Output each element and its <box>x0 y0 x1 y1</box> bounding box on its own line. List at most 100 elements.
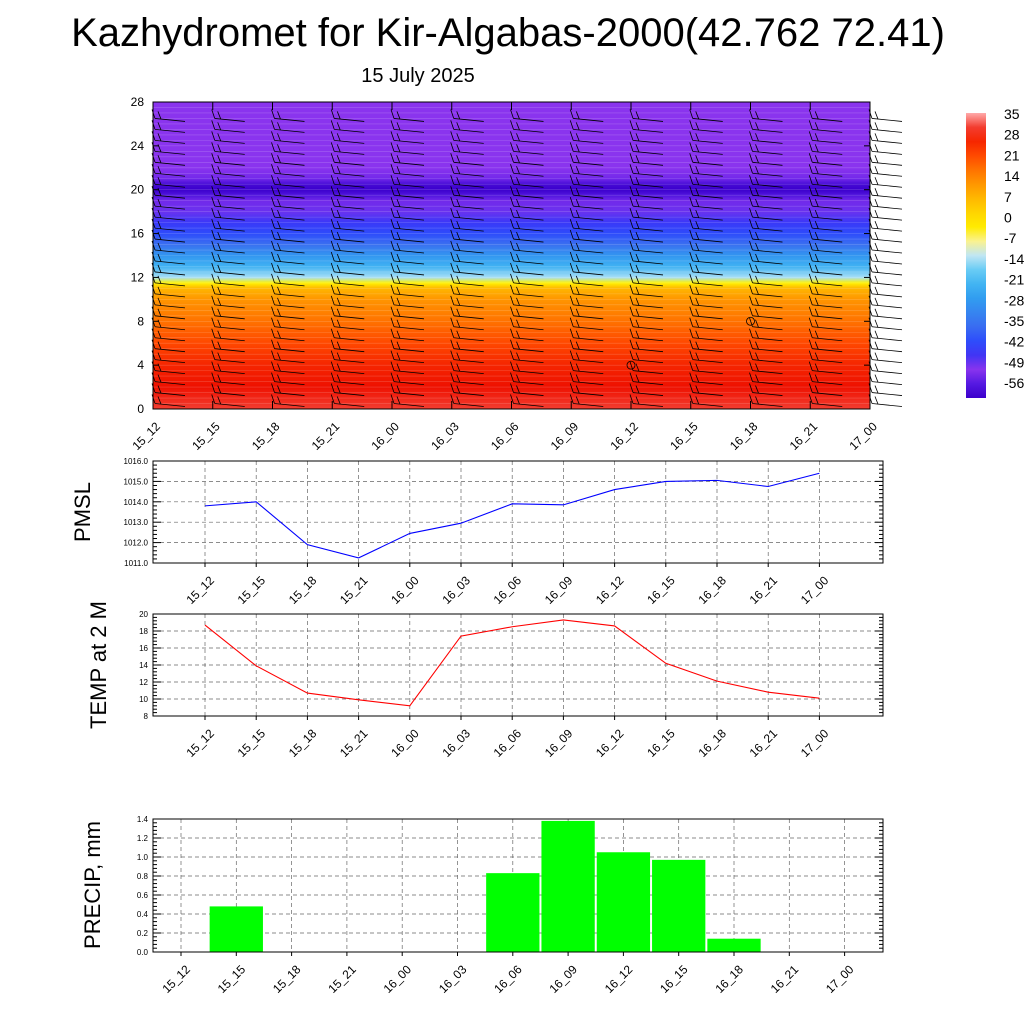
colorbar-label: 35 <box>1004 106 1020 122</box>
wind-barb <box>689 284 723 298</box>
wind-barb <box>330 284 365 298</box>
wind-barb <box>450 251 484 265</box>
wind-barb <box>450 372 484 385</box>
wind-barb <box>569 175 604 188</box>
wind-barb <box>749 153 783 166</box>
wind-barb <box>808 273 843 287</box>
colorbar-label: 14 <box>1004 168 1020 184</box>
wind-barb <box>390 350 425 364</box>
x-tick-label: 15_12 <box>183 573 217 607</box>
x-tick-label: 16_06 <box>488 419 522 453</box>
pmsl-frame <box>152 460 884 564</box>
wind-barb <box>211 350 245 364</box>
wind-barb <box>629 131 664 144</box>
x-tick-label: 15_18 <box>286 726 320 760</box>
wind-barb <box>868 131 903 144</box>
wind-barb <box>808 229 843 243</box>
wind-barb <box>330 207 365 221</box>
wind-barb <box>271 262 305 276</box>
x-tick-label: 17_00 <box>823 962 857 996</box>
wind-barb <box>868 306 903 320</box>
colorbar-strip <box>966 113 986 398</box>
wind-barb <box>569 339 604 353</box>
y-tick-label: 0.0 <box>137 948 149 957</box>
wind-barb <box>868 240 903 254</box>
x-tick-label: 15_15 <box>235 573 269 607</box>
wind-barb <box>271 175 305 188</box>
wind-barb <box>569 284 604 298</box>
wind-barb <box>390 251 425 265</box>
y-tick-label: 12 <box>131 270 145 284</box>
wind-barb <box>569 383 604 396</box>
wind-barb <box>749 284 783 298</box>
wind-barb <box>689 109 723 122</box>
pmsl-chart: 1011.0 1012.0 1013.0 1014.0 1015.0 1016.0 15_1… <box>70 457 884 607</box>
wind-barb <box>211 229 245 243</box>
wind-barb <box>510 153 544 166</box>
wind-barb <box>808 262 843 276</box>
wind-barb <box>390 175 425 188</box>
wind-barb <box>211 153 245 166</box>
wind-barb <box>808 350 843 364</box>
wind-barb <box>868 295 903 309</box>
x-tick-label: 15_12 <box>183 726 217 760</box>
wind-barb <box>510 175 544 188</box>
wind-barb <box>569 142 604 155</box>
wind-barb <box>629 251 664 265</box>
x-tick-label: 16_15 <box>657 962 691 996</box>
wind-barb <box>689 229 723 243</box>
wind-barb <box>330 262 365 276</box>
wind-barb <box>510 218 544 232</box>
wind-barb <box>211 295 245 309</box>
wind-barb <box>330 142 365 155</box>
y-tick-label: 20 <box>131 183 145 197</box>
wind-barb <box>749 218 783 232</box>
colorbar: 35 28 21 14 7 0 -7 -14 -21 -28 -35 -42 -49 -56 <box>966 106 1024 398</box>
wind-barb <box>271 109 305 122</box>
wind-barb <box>749 295 783 309</box>
wind-barb <box>629 229 664 243</box>
y-tick-label: 0 <box>137 402 144 416</box>
x-tick-label: 15_21 <box>325 962 359 996</box>
x-tick-label: 16_06 <box>491 726 525 760</box>
wind-barb <box>868 229 903 243</box>
y-tick-label: 24 <box>131 139 145 153</box>
y-tick-label: 28 <box>131 95 145 109</box>
x-tick-label: 16_06 <box>491 573 525 607</box>
wind-barb <box>569 120 604 133</box>
wind-barb <box>510 284 544 298</box>
colorbar-label: -35 <box>1004 313 1024 329</box>
wind-barb <box>569 317 604 331</box>
wind-barb <box>450 339 484 353</box>
wind-barb <box>390 284 425 298</box>
wind-barb <box>330 175 365 188</box>
page-subtitle: 15 July 2025 <box>361 65 475 87</box>
wind-barb <box>271 306 305 320</box>
wind-barb <box>689 197 723 210</box>
x-tick-label: 17_00 <box>798 726 832 760</box>
wind-barb <box>390 240 425 254</box>
x-tick-label: 16_09 <box>542 573 576 607</box>
wind-barb <box>330 240 365 254</box>
wind-barb <box>450 306 484 320</box>
x-tick-label: 16_12 <box>607 419 641 453</box>
wind-barb <box>450 164 484 177</box>
wind-barb <box>211 284 245 298</box>
pmsl-ylabel: PMSL <box>70 482 95 542</box>
wind-barb <box>808 153 843 166</box>
wind-barb <box>868 328 903 342</box>
wind-barb <box>749 339 783 353</box>
wind-barb <box>629 284 664 298</box>
wind-barb <box>569 218 604 232</box>
wind-barb <box>450 240 484 254</box>
wind-barb <box>868 262 903 276</box>
wind-barb <box>569 350 604 364</box>
wind-barb <box>271 394 305 407</box>
wind-barb <box>211 207 245 221</box>
wind-barb <box>390 229 425 243</box>
wind-barb <box>868 175 903 188</box>
x-tick-label: 15_18 <box>286 573 320 607</box>
y-tick-label: 14 <box>139 661 148 670</box>
x-tick-label: 16_18 <box>712 962 746 996</box>
wind-barb <box>808 142 843 155</box>
